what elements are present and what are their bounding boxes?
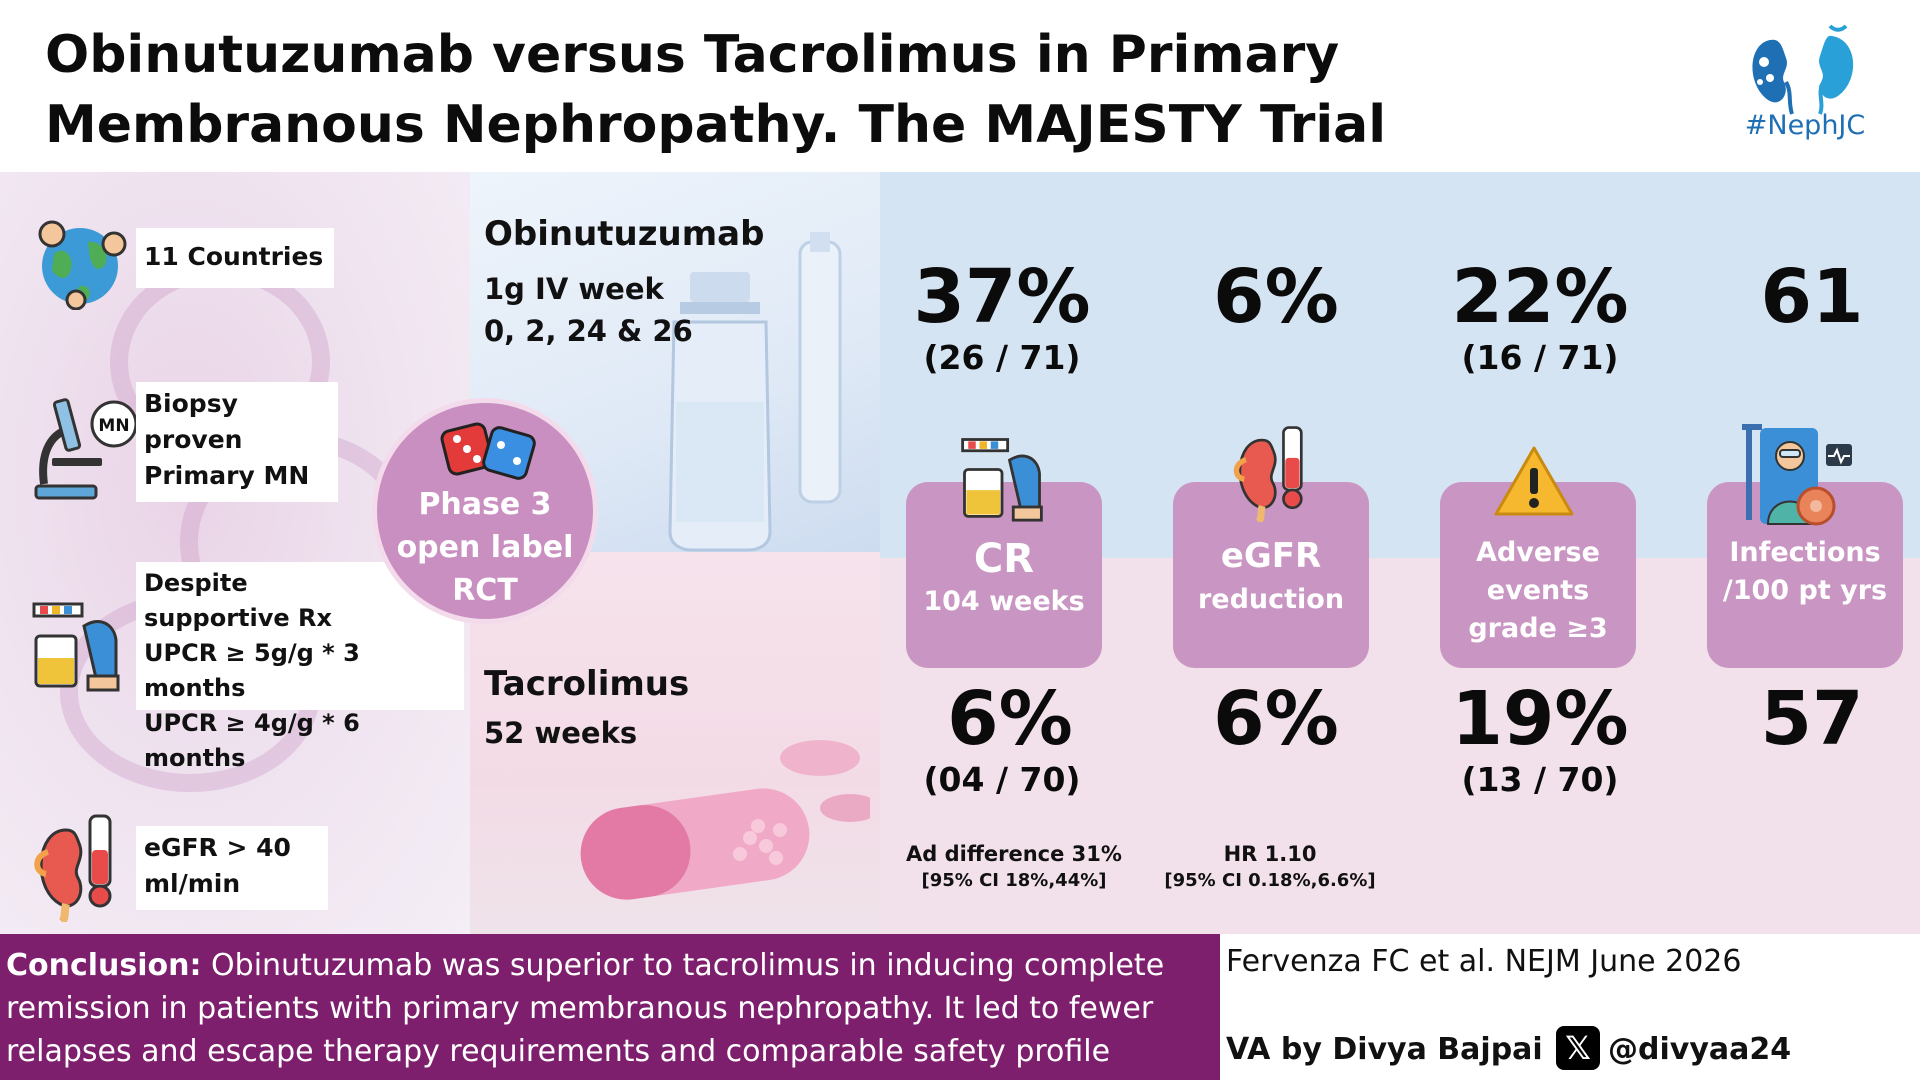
cr-obinutuzumab-value: 37% bbox=[913, 254, 1091, 340]
urine-test-icon bbox=[961, 438, 1043, 522]
criterion-proteinuria-line-4: UPCR ≥ 4g/g * 6 months bbox=[144, 709, 360, 772]
outcome-card-adverse-events: Adverse events grade ≥3 bbox=[1440, 482, 1636, 668]
credits-panel: Fervenza FC et al. NEJM June 2026 VA by … bbox=[1220, 934, 1920, 1080]
cr-card-subtitle: 104 weeks bbox=[923, 586, 1085, 617]
infections-obinutuzumab-value: 61 bbox=[1760, 254, 1864, 340]
conclusion-text: Conclusion: Obinutuzumab was superior to… bbox=[6, 944, 1214, 1073]
criterion-egfr: eGFR > 40 ml/min bbox=[136, 826, 328, 910]
conclusion-label: Conclusion: bbox=[6, 948, 202, 983]
infections-card-title: Infections bbox=[1729, 537, 1881, 568]
header: Obinutuzumab versus Tacrolimus in Primar… bbox=[0, 0, 1920, 172]
kidney-test-icon bbox=[34, 814, 112, 922]
cr-obinutuzumab-count: (26 / 71) bbox=[923, 338, 1081, 377]
egfr-card-subtitle: reduction bbox=[1197, 584, 1345, 615]
trial-design-text: Phase 3 open label RCT bbox=[377, 483, 593, 612]
x-logo-icon: 𝕏 bbox=[1556, 1026, 1600, 1070]
egfr-tacrolimus-value: 6% bbox=[1213, 676, 1339, 762]
egfr-hr-note: HR 1.10 bbox=[1223, 842, 1317, 866]
conclusion-body: Obinutuzumab was superior to tacrolimus … bbox=[6, 948, 1165, 1069]
criterion-proteinuria-line-3: UPCR ≥ 5g/g * 3 months bbox=[144, 639, 360, 702]
title-line-1: Obinutuzumab versus Tacrolimus in Primar… bbox=[45, 25, 1340, 85]
obinutuzumab-regimen-line-1: 1g IV week bbox=[484, 272, 664, 306]
urine-test-icon bbox=[32, 602, 120, 692]
outcome-card-cr: CR 104 weeks bbox=[906, 482, 1102, 668]
microscope-icon-label: MN bbox=[98, 416, 129, 436]
criterion-biopsy-line-3: Primary MN bbox=[144, 461, 310, 490]
adverse-card-grade: grade ≥3 bbox=[1468, 613, 1608, 644]
capsule-image bbox=[580, 740, 870, 900]
infections-tacrolimus-value: 57 bbox=[1760, 676, 1864, 762]
dice-icon bbox=[440, 422, 536, 480]
adverse-tacrolimus-value: 19% bbox=[1451, 676, 1629, 762]
author-credit: VA by Divya Bajpai bbox=[1226, 1032, 1543, 1067]
infected-patient-icon bbox=[1742, 424, 1852, 526]
obinutuzumab-arm-regimen: 1g IV week 0, 2, 24 & 26 bbox=[484, 268, 693, 352]
egfr-card-title: eGFR bbox=[1220, 536, 1322, 576]
criterion-egfr-line-2: ml/min bbox=[144, 869, 241, 898]
cr-tacrolimus-value: 6% bbox=[947, 676, 1073, 762]
trial-design-line-3: RCT bbox=[452, 573, 518, 608]
infections-card-subtitle: /100 pt yrs bbox=[1722, 575, 1888, 606]
cr-ci-note: [95% CI 18%,44%] bbox=[921, 870, 1107, 891]
cr-card-title: CR bbox=[973, 536, 1035, 582]
criterion-egfr-line-1: eGFR > 40 bbox=[144, 833, 291, 862]
adverse-obinutuzumab-count: (16 / 71) bbox=[1461, 338, 1619, 377]
criterion-biopsy-line-2: proven bbox=[144, 425, 243, 454]
trial-design-badge: Phase 3 open label RCT bbox=[372, 398, 598, 624]
criterion-biopsy: Biopsy proven Primary MN bbox=[136, 382, 338, 502]
egfr-ci-note: [95% CI 0.18%,6.6%] bbox=[1164, 870, 1376, 891]
adverse-tacrolimus-count: (13 / 70) bbox=[1461, 760, 1619, 799]
globe-people-icon bbox=[38, 220, 127, 310]
trial-design-line-2: open label bbox=[396, 530, 574, 565]
criterion-proteinuria-line-1: Despite bbox=[144, 569, 248, 597]
tacrolimus-arm-name: Tacrolimus bbox=[484, 664, 690, 704]
warning-icon bbox=[1494, 446, 1574, 516]
outcome-card-egfr: eGFR reduction bbox=[1173, 482, 1369, 668]
microscope-icon: MN bbox=[34, 398, 138, 500]
kidney-logo-icon bbox=[1752, 24, 1854, 115]
conclusion-panel: Conclusion: Obinutuzumab was superior to… bbox=[0, 934, 1220, 1080]
egfr-obinutuzumab-value: 6% bbox=[1213, 254, 1339, 340]
kidney-test-icon bbox=[1233, 426, 1303, 522]
adverse-obinutuzumab-value: 22% bbox=[1451, 254, 1629, 340]
adverse-card-subtitle: events bbox=[1486, 575, 1590, 606]
trial-design-line-1: Phase 3 bbox=[418, 487, 552, 522]
criterion-countries-label: 11 Countries bbox=[144, 242, 324, 271]
title-line-2: Membranous Nephropathy. The MAJESTY Tria… bbox=[45, 95, 1387, 155]
cr-difference-note: Ad difference 31% bbox=[906, 842, 1122, 866]
criterion-countries: 11 Countries bbox=[136, 228, 334, 288]
page-title: Obinutuzumab versus Tacrolimus in Primar… bbox=[45, 20, 1465, 160]
obinutuzumab-arm-name: Obinutuzumab bbox=[484, 214, 765, 254]
author-handle: @divyaa24 bbox=[1608, 1032, 1792, 1067]
tacrolimus-arm-regimen: 52 weeks bbox=[484, 716, 638, 750]
logo-tag: #NephJC bbox=[1744, 110, 1866, 141]
adverse-card-title: Adverse bbox=[1476, 537, 1600, 568]
cr-tacrolimus-count: (04 / 70) bbox=[923, 760, 1081, 799]
criterion-proteinuria-line-2: supportive Rx bbox=[144, 604, 332, 632]
criterion-biopsy-line-1: Biopsy bbox=[144, 389, 238, 418]
citation: Fervenza FC et al. NEJM June 2026 bbox=[1226, 944, 1742, 979]
obinutuzumab-regimen-line-2: 0, 2, 24 & 26 bbox=[484, 314, 693, 348]
vial-image bbox=[668, 232, 842, 552]
tacrolimus-arm-panel: Tacrolimus 52 weeks bbox=[470, 552, 880, 934]
